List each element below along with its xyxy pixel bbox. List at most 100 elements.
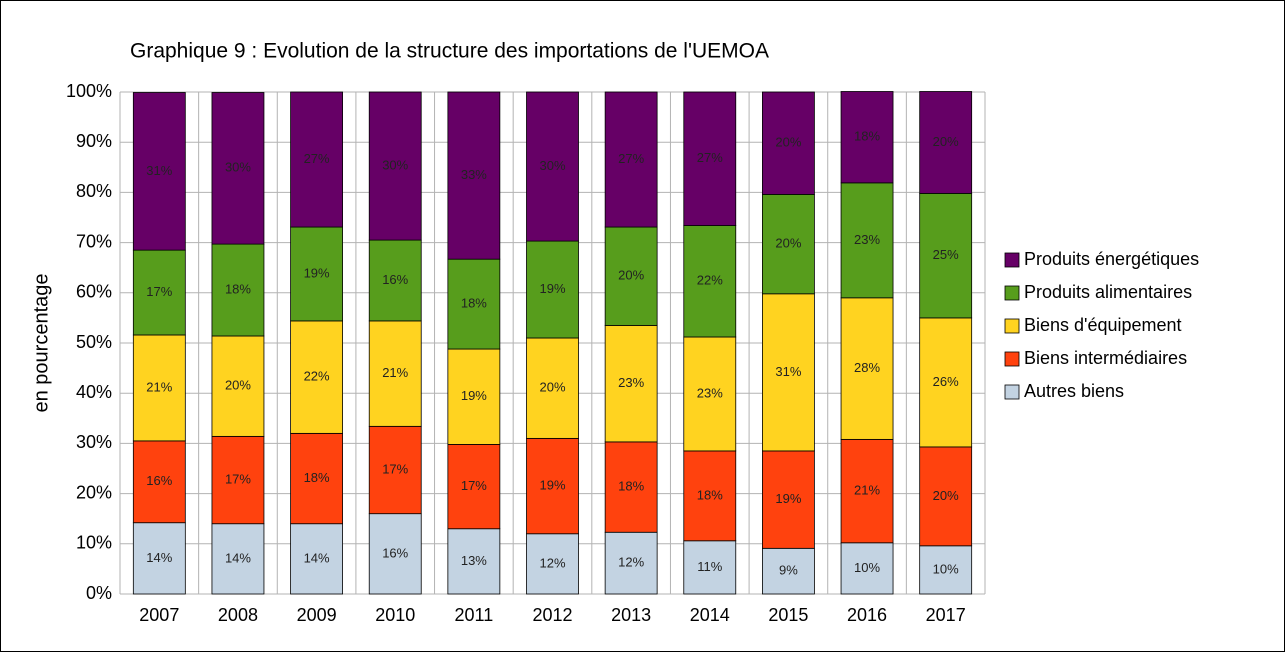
bar-segment [919,91,973,194]
data-label: 19% [461,388,487,403]
bar-segment [447,91,501,260]
data-label: 18% [304,470,330,485]
bar-segment [840,542,894,595]
data-label: 28% [854,360,880,375]
y-tick-label: 20% [76,482,112,502]
bar-segment [447,348,501,445]
bar-segment [683,540,737,595]
data-label: 18% [618,479,644,494]
bar-segment [526,533,579,595]
legend-label: Produits alimentaires [1024,282,1192,302]
data-label: 31% [775,364,801,379]
data-label: 19% [304,265,330,280]
bar-segment [290,320,343,434]
data-label: 27% [618,151,644,166]
data-label: 30% [382,157,408,172]
bar-segment [132,92,186,251]
chart-title: Graphique 9 : Evolution de la structure … [130,40,769,63]
data-label: 11% [697,559,722,574]
legend-label: Autres biens [1024,381,1124,401]
data-label: 21% [854,483,880,498]
y-tick-label: 10% [76,533,112,553]
bar-segment [526,91,579,242]
data-label: 27% [304,151,330,166]
x-tick-label: 2017 [926,605,966,625]
data-label: 22% [697,273,723,288]
y-tick-label: 40% [76,382,112,402]
data-label: 21% [382,365,408,380]
data-label: 26% [933,374,959,389]
data-label: 10% [854,560,880,575]
legend-label: Produits énergétiques [1024,249,1199,269]
x-tick-label: 2016 [847,605,887,625]
bar-segment [368,513,422,595]
bar-segment [290,91,343,228]
data-label: 18% [697,487,723,502]
bar-segment [290,432,343,525]
data-label: 16% [146,473,172,488]
bar-segment [368,320,422,427]
data-label: 19% [539,281,565,296]
data-label: 20% [225,378,251,393]
bar-segment [604,441,658,533]
bar-segment [447,444,501,530]
y-tick-label: 30% [76,432,112,452]
legend-swatch [1004,351,1020,367]
bar-segment [447,258,501,350]
x-tick-label: 2013 [611,605,651,625]
y-tick-label: 50% [76,332,112,352]
x-tick-label: 2011 [455,605,494,625]
x-tick-label: 2012 [532,605,572,625]
data-label: 23% [854,232,880,247]
data-label: 23% [618,375,644,390]
legend-swatch [1004,384,1020,400]
bar-segment [683,450,737,542]
data-label: 14% [225,550,251,565]
bar-segment [840,91,894,184]
x-tick-label: 2015 [768,605,808,625]
data-label: 18% [461,296,487,311]
x-tick-label: 2009 [297,605,337,625]
bar-segment [840,297,894,440]
data-label: 12% [539,555,565,570]
data-label: 12% [618,555,644,570]
legend-swatch [1004,318,1020,334]
data-label: 17% [225,471,251,486]
data-label: 23% [697,385,723,400]
bar-segment [526,240,579,339]
bar-segment [368,91,422,241]
data-label: 10% [933,561,959,576]
y-axis-label: en pourcentage [30,273,52,412]
bar-segment [762,91,815,195]
data-label: 27% [697,150,723,165]
bar-segment [368,239,422,322]
data-label: 14% [146,550,172,565]
data-label: 16% [382,272,408,287]
y-tick-label: 0% [86,583,112,603]
bar-segment [211,523,265,595]
bar-segment [211,243,265,337]
bar-segment [683,91,737,226]
x-tick-label: 2014 [690,605,730,625]
data-label: 14% [304,550,330,565]
bar-segment [604,531,658,595]
bar-segment [132,249,186,336]
data-label: 30% [539,158,565,173]
y-tick-label: 60% [76,282,112,302]
data-label: 20% [539,380,565,395]
data-label: 20% [775,236,801,251]
bar-segment [211,335,265,437]
bar-segment [526,437,579,535]
data-label: 13% [461,553,487,568]
bar-segment [368,425,422,515]
data-label: 20% [933,134,959,149]
bar-segment [447,528,501,595]
data-label: 17% [382,461,408,476]
bar-segment [211,435,265,525]
legend-label: Biens intermédiaires [1024,348,1187,368]
y-tick-label: 70% [76,231,112,251]
data-label: 19% [775,491,801,506]
data-label: 9% [779,563,798,578]
y-tick-label: 90% [76,131,112,151]
